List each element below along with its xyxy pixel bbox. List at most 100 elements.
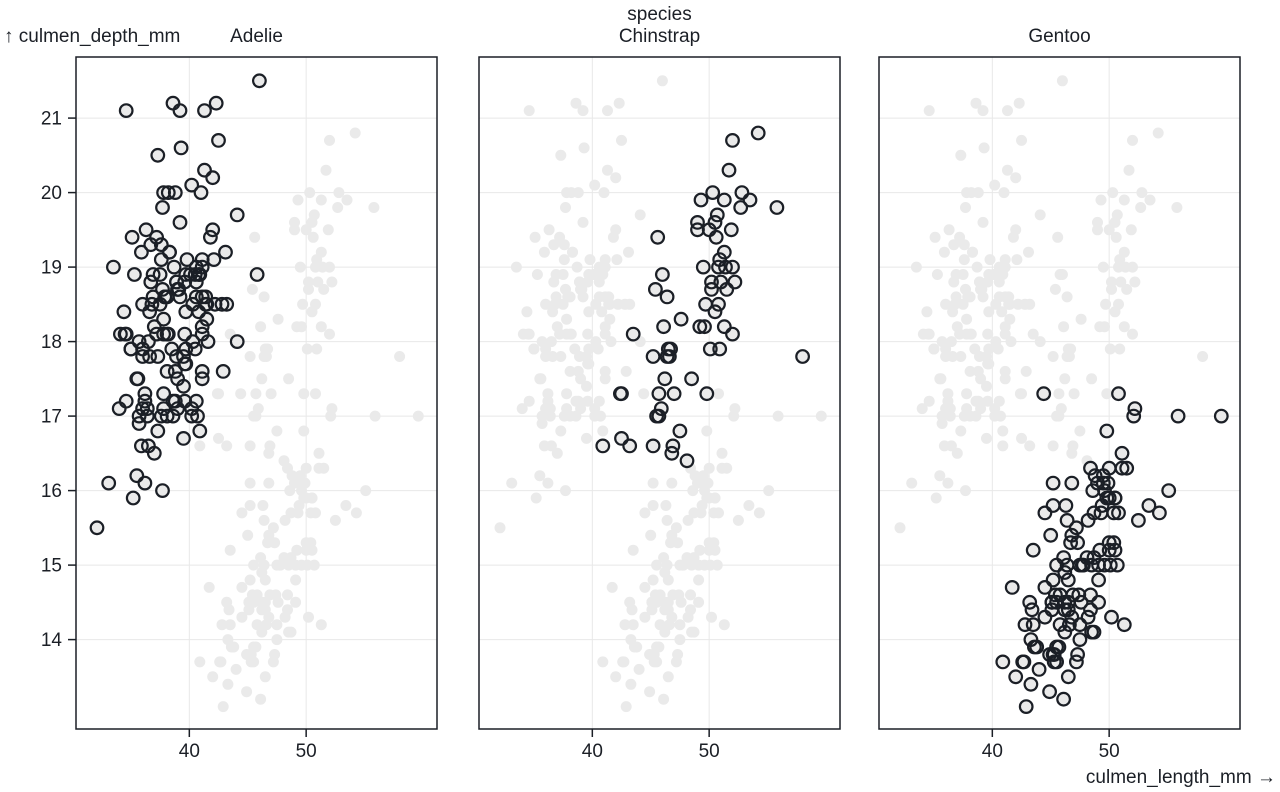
background-point	[624, 298, 636, 310]
highlight-point	[1094, 498, 1110, 513]
background-point	[258, 291, 270, 303]
background-point	[1103, 224, 1115, 236]
highlight-point	[187, 341, 203, 357]
highlight-point	[137, 393, 153, 409]
highlight-point	[693, 192, 709, 208]
background-point	[1004, 298, 1016, 310]
background-point	[964, 365, 976, 377]
background-point	[999, 254, 1011, 266]
highlight-point	[134, 244, 149, 260]
background-point	[1058, 693, 1070, 705]
background-point	[674, 619, 686, 631]
background-point	[599, 373, 611, 385]
background-point	[1107, 187, 1119, 199]
y-tick-label: 21	[41, 109, 62, 130]
highlight-point	[721, 162, 737, 178]
background-point	[203, 581, 215, 593]
background-point	[584, 254, 596, 266]
highlight-point	[1119, 460, 1135, 476]
highlight-point	[1070, 535, 1086, 551]
highlight-point	[1025, 542, 1041, 558]
highlight-point	[156, 401, 171, 417]
background-point	[118, 306, 130, 318]
background-point	[610, 671, 622, 683]
highlight-point	[1091, 572, 1107, 588]
background-point	[290, 596, 302, 608]
background-point	[360, 485, 372, 497]
background-point	[981, 380, 992, 392]
background-point	[597, 656, 609, 668]
highlight-point	[1087, 468, 1103, 484]
background-point	[152, 149, 164, 161]
background-point	[565, 187, 577, 199]
background-point	[249, 231, 261, 243]
facet-panel-adelie: 40 50 21 20 19 18 17 16 15 14	[41, 56, 438, 762]
background-point	[1215, 410, 1227, 422]
background-point	[241, 649, 253, 660]
background-point	[653, 641, 665, 653]
highlight-point	[188, 393, 204, 409]
x-tick-label: 50	[1099, 741, 1120, 762]
background-point	[284, 485, 296, 497]
background-point	[1061, 514, 1073, 526]
background-point	[686, 626, 698, 638]
background-point	[1118, 321, 1130, 333]
background-point	[1087, 485, 1099, 497]
background-point	[224, 544, 236, 556]
highlight-point	[1083, 602, 1098, 618]
background-point	[983, 306, 995, 318]
background-point	[1044, 686, 1056, 698]
background-point	[535, 373, 547, 385]
highlight-point	[995, 654, 1011, 670]
background-point	[894, 522, 906, 534]
highlight-point	[202, 229, 218, 245]
background-point	[957, 298, 969, 310]
background-point	[951, 447, 963, 459]
background-point	[301, 343, 313, 355]
background-point	[530, 492, 542, 504]
highlight-point	[699, 386, 715, 402]
background-point	[578, 142, 590, 154]
background-point	[992, 343, 1004, 355]
background-point	[194, 440, 206, 452]
highlight-point	[172, 289, 188, 305]
background-point	[668, 388, 680, 400]
background-point	[685, 604, 696, 616]
highlight-point	[131, 334, 147, 350]
background-point	[583, 269, 595, 280]
highlight-point	[160, 185, 176, 201]
highlight-point	[725, 132, 740, 148]
background-point	[951, 321, 963, 333]
y-tick-label: 20	[41, 183, 62, 204]
background-point	[279, 514, 291, 526]
background-point	[711, 559, 723, 571]
background-point	[1100, 298, 1112, 310]
background-point	[687, 485, 699, 497]
background-point	[652, 231, 664, 243]
background-point	[644, 686, 656, 698]
highlight-point	[1065, 587, 1081, 603]
background-point	[332, 202, 344, 213]
background-point	[997, 440, 1009, 452]
highlight-point	[211, 132, 226, 148]
background-point	[516, 403, 528, 415]
background-point	[942, 477, 954, 489]
highlight-point	[1095, 468, 1111, 484]
highlight-point	[651, 386, 667, 402]
background-point	[995, 410, 1006, 422]
background-point	[190, 395, 202, 407]
background-point	[653, 388, 665, 400]
background-point	[555, 149, 567, 161]
background-point	[971, 261, 983, 273]
highlight-point	[215, 364, 231, 379]
highlight-point	[139, 408, 155, 424]
y-tick-label: 15	[41, 556, 62, 577]
background-point	[298, 425, 310, 437]
background-point	[217, 365, 229, 377]
background-point	[595, 410, 606, 422]
highlight-point	[1059, 513, 1075, 528]
background-point	[324, 134, 335, 146]
highlight-point	[1091, 557, 1107, 573]
highlight-point	[194, 364, 210, 379]
